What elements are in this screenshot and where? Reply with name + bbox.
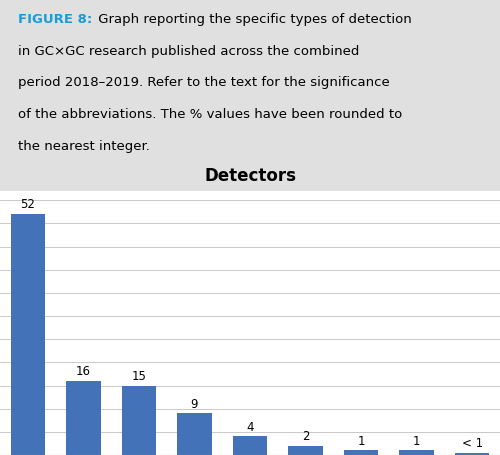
Text: the nearest integer.: the nearest integer. (18, 140, 150, 153)
Text: 15: 15 (132, 370, 146, 383)
Bar (66, 381, 100, 455)
Title: Detectors: Detectors (204, 167, 296, 185)
Text: in GC×GC research published across the combined: in GC×GC research published across the c… (18, 45, 359, 58)
Text: < 1: < 1 (462, 437, 483, 450)
Text: FIGURE 8:: FIGURE 8: (18, 13, 92, 26)
Text: Graph reporting the specific types of detection: Graph reporting the specific types of de… (94, 13, 412, 26)
Text: 4: 4 (246, 421, 254, 434)
Bar (344, 450, 378, 455)
Bar (455, 453, 490, 455)
Text: 16: 16 (76, 365, 91, 378)
Text: of the abbreviations. The % values have been rounded to: of the abbreviations. The % values have … (18, 108, 402, 121)
Bar (400, 450, 434, 455)
Text: 52: 52 (20, 198, 35, 212)
Bar (10, 214, 45, 455)
Text: 2: 2 (302, 430, 310, 443)
Text: 1: 1 (358, 435, 365, 448)
Text: 9: 9 (190, 398, 198, 410)
Bar (177, 413, 212, 455)
Text: period 2018–2019. Refer to the text for the significance: period 2018–2019. Refer to the text for … (18, 76, 389, 90)
Bar (122, 385, 156, 455)
Text: 1: 1 (413, 435, 420, 448)
Bar (233, 436, 267, 455)
Bar (288, 446, 323, 455)
